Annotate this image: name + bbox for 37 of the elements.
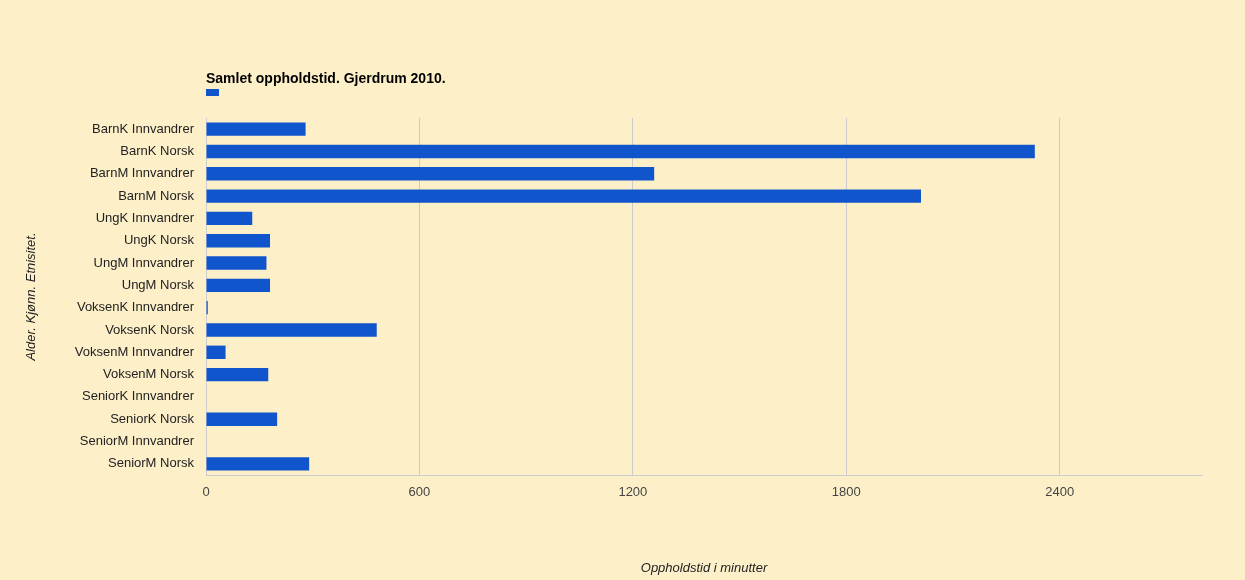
chart-title: Samlet oppholdstid. Gjerdrum 2010. — [206, 70, 446, 86]
y-tick-label: VoksenK Norsk — [105, 321, 195, 337]
bar — [206, 256, 267, 270]
x-tick-label: 0 — [202, 484, 210, 500]
y-tick-label: UngM Norsk — [121, 276, 195, 292]
bar — [206, 211, 253, 226]
bar — [206, 189, 921, 203]
y-tick-label: SeniorM Norsk — [108, 455, 195, 471]
x-axis-title: Oppholdstid i minutter — [640, 559, 768, 575]
y-tick-label: UngM Innvandrer — [93, 254, 195, 270]
y-axis-title: Alder. Kjønn. Etnisitet. — [23, 232, 39, 362]
bar — [206, 122, 306, 136]
y-tick-label: UngK Norsk — [123, 232, 195, 248]
x-tick-label: 600 — [408, 484, 431, 500]
y-tick-label: BarnK Norsk — [120, 143, 195, 159]
bar — [206, 144, 1035, 159]
bar — [206, 345, 226, 359]
y-tick-label: BarnM Norsk — [118, 187, 195, 203]
y-tick-label: VoksenM Norsk — [102, 366, 195, 382]
bar — [206, 234, 271, 248]
bar — [206, 278, 271, 293]
x-tick-label: 1800 — [831, 484, 861, 500]
bar — [206, 457, 310, 471]
x-tick-label: 1200 — [618, 484, 648, 500]
bar — [206, 367, 269, 382]
bar — [206, 412, 278, 426]
y-tick-label: VoksenK Innvandrer — [76, 299, 195, 315]
y-tick-label: SeniorM Innvandrer — [79, 433, 195, 449]
y-tick-label: VoksenM Innvandrer — [74, 343, 195, 359]
y-tick-label: BarnM Innvandrer — [89, 165, 195, 181]
bar — [206, 167, 655, 181]
x-tick-label: 2400 — [1045, 484, 1075, 500]
y-tick-label: SeniorK Norsk — [110, 410, 195, 426]
bar — [206, 323, 377, 337]
y-tick-label: BarnK Innvandrer — [92, 120, 195, 136]
y-tick-label: UngK Innvandrer — [95, 209, 195, 225]
y-tick-label: SeniorK Innvandrer — [81, 388, 195, 404]
